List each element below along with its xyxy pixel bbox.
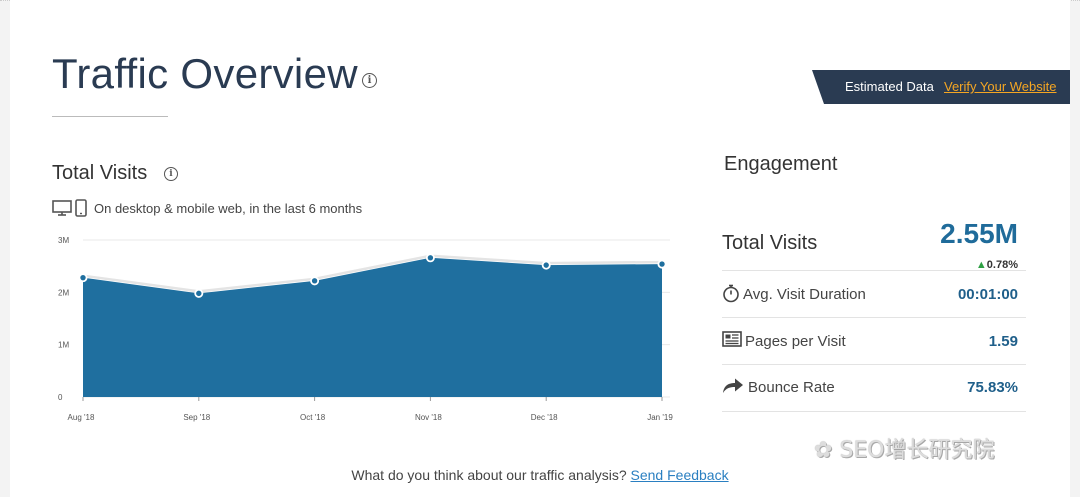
- pages-icon: [722, 331, 742, 347]
- y-tick-label: 3M: [58, 236, 69, 245]
- metric-label: Pages per Visit: [745, 333, 846, 350]
- total-visits-info-icon[interactable]: i: [164, 167, 178, 181]
- x-tick-label: Sep '18: [183, 413, 210, 422]
- x-tick-label: Jan '19: [647, 413, 673, 422]
- estimated-data-label: Estimated Data: [845, 79, 934, 94]
- page-title: Traffic Overview: [52, 50, 358, 97]
- send-feedback-link[interactable]: Send Feedback: [630, 467, 729, 483]
- metric-pages-per-visit: Pages per Visit 1.59: [722, 318, 1026, 365]
- series-line: [82, 254, 663, 293]
- feedback-row: What do you think about our traffic anal…: [0, 467, 1080, 483]
- x-tick-label: Aug '18: [68, 413, 95, 422]
- metric-value: 75.83%: [967, 379, 1018, 396]
- data-point: [425, 253, 435, 263]
- y-tick-label: 2M: [58, 288, 69, 297]
- total-visits-chart: 0 1M 2M 3M Aug '18 Sep '18 Oct '18 Nov '18 Dec '…: [58, 236, 673, 422]
- data-point: [194, 288, 204, 298]
- metric-value: 2.55M: [940, 218, 1018, 249]
- bounce-arrow-icon: [723, 378, 743, 393]
- data-point: [78, 273, 88, 283]
- total-visits-title: Total Visits: [52, 162, 148, 184]
- info-icon[interactable]: i: [362, 73, 377, 88]
- metric-value: 00:01:00: [957, 286, 1018, 303]
- verify-website-link[interactable]: Verify Your Website: [944, 79, 1057, 94]
- data-point: [541, 260, 551, 270]
- data-point: [310, 276, 320, 286]
- up-arrow-icon: ▲: [975, 259, 987, 271]
- feedback-question: What do you think about our traffic anal…: [351, 467, 627, 483]
- engagement-title: Engagement: [724, 153, 838, 175]
- x-tick-label: Oct '18: [300, 413, 326, 422]
- device-subtitle: On desktop & mobile web, in the last 6 m…: [94, 201, 363, 216]
- metric-avg-visit-duration: Avg. Visit Duration 00:01:00: [722, 271, 1026, 318]
- desktop-icon: [52, 200, 72, 216]
- estimated-data-banner: Estimated Data Verify Your Website: [812, 70, 1070, 104]
- x-tick-label: Nov '18: [415, 413, 442, 422]
- x-tick-label: Dec '18: [531, 413, 558, 422]
- series-area: [83, 257, 662, 397]
- y-tick-label: 1M: [58, 341, 69, 350]
- mobile-icon: [75, 199, 87, 217]
- wechat-icon: ✿: [814, 438, 833, 463]
- watermark: ✿ SEO增长研究院: [814, 432, 995, 464]
- stopwatch-icon: [723, 284, 739, 303]
- metric-label: Total Visits: [722, 232, 818, 254]
- metric-total-visits: Total Visits 2.55M ▲0.78%: [722, 210, 1026, 271]
- y-tick-label: 0: [58, 393, 63, 402]
- metric-label: Avg. Visit Duration: [743, 286, 866, 303]
- data-point: [657, 259, 667, 269]
- watermark-text: SEO增长研究院: [839, 438, 995, 463]
- title-underline: [52, 116, 168, 117]
- metric-value: 1.59: [988, 333, 1018, 350]
- metric-bounce-rate: Bounce Rate 75.83%: [722, 365, 1026, 412]
- metric-label: Bounce Rate: [748, 379, 835, 396]
- delta-badge: ▲0.78%: [976, 259, 1018, 271]
- delta-value: 0.78%: [986, 259, 1018, 271]
